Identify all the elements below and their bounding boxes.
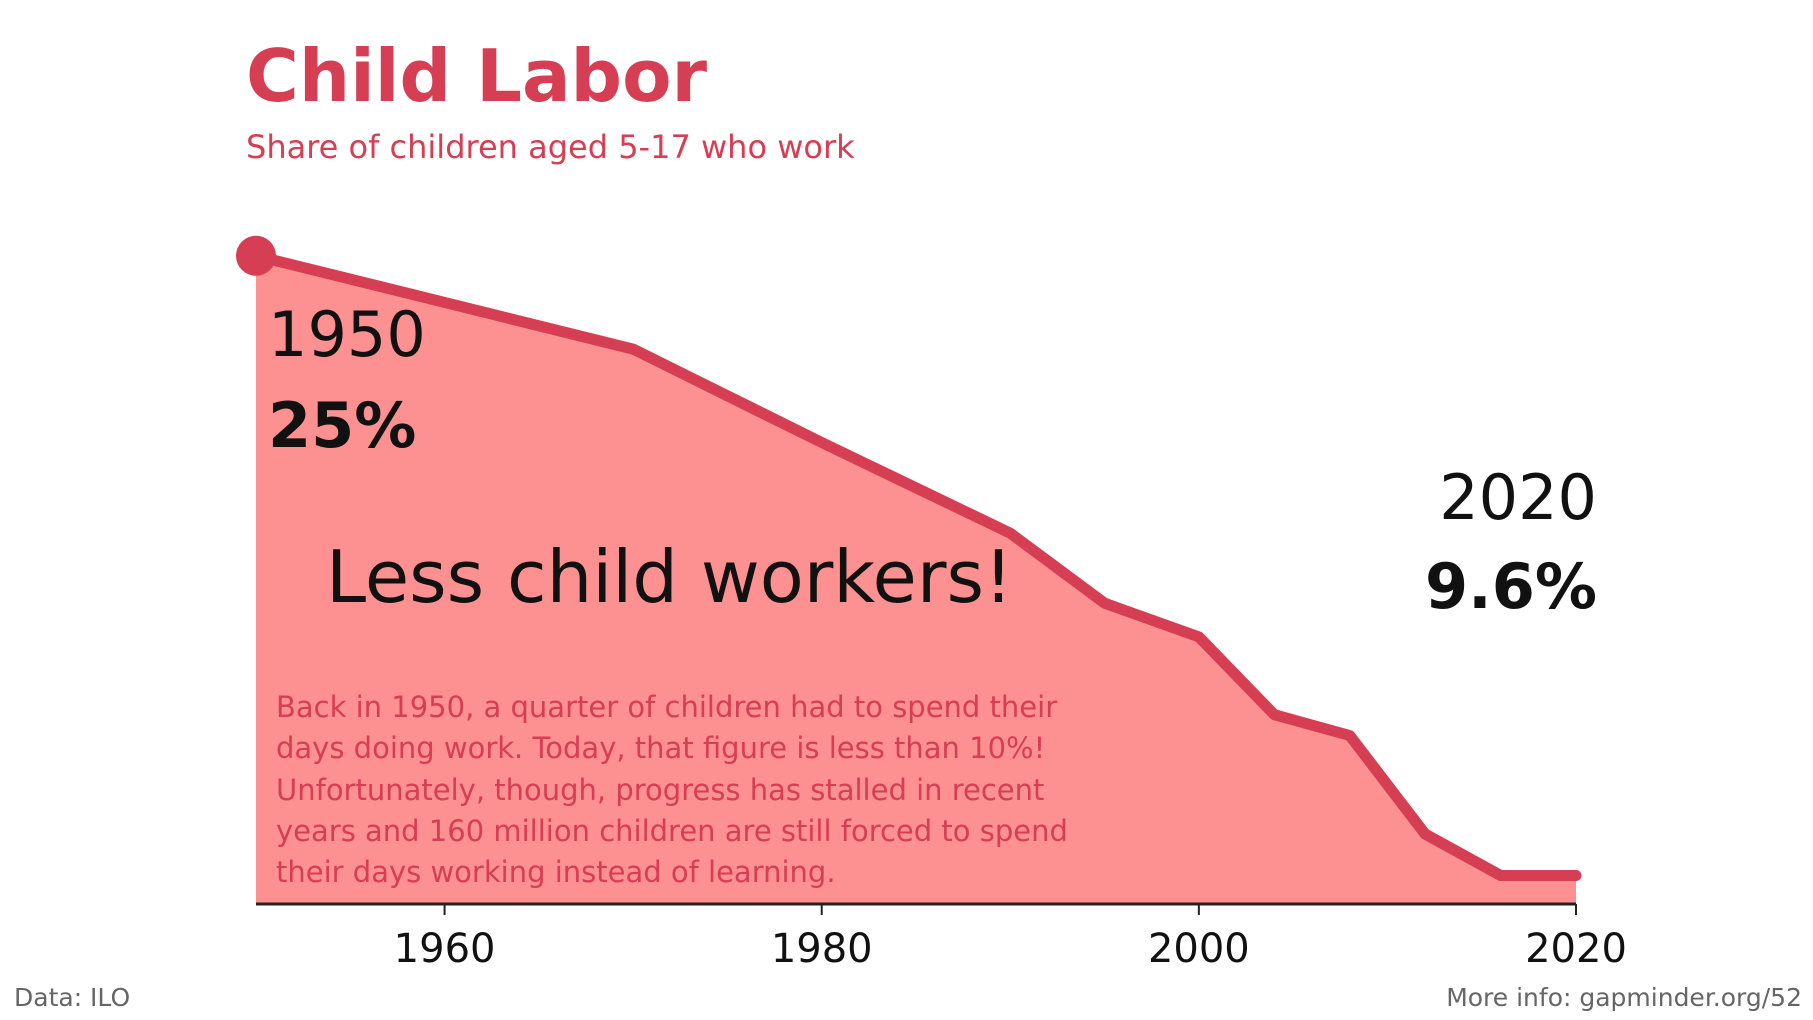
description-line: days doing work. Today, that figure is l… bbox=[276, 731, 1045, 765]
x-tick-label: 1980 bbox=[771, 926, 873, 972]
x-tick-label: 2000 bbox=[1148, 926, 1250, 972]
description-annotation: Back in 1950, a quarter of children had … bbox=[276, 690, 1068, 889]
description-line: Back in 1950, a quarter of children had … bbox=[276, 690, 1057, 724]
headline-annotation: Less child workers! bbox=[326, 535, 1013, 619]
chart-subtitle: Share of children aged 5-17 who work bbox=[246, 128, 855, 166]
start-year-label: 1950 bbox=[268, 298, 426, 371]
area-fill bbox=[256, 255, 1576, 905]
trend-line bbox=[250, 250, 1582, 881]
start-point-marker bbox=[236, 235, 276, 276]
chart-title: Child Labor bbox=[246, 34, 708, 118]
more-info-note: More info: gapminder.org/52 bbox=[1446, 983, 1802, 1012]
description-line: their days working instead of learning. bbox=[276, 855, 836, 889]
x-tick-label: 1960 bbox=[394, 926, 496, 972]
source-note: Data: ILO bbox=[14, 983, 130, 1012]
x-axis-ticks: 1960 1980 2000 2020 bbox=[394, 904, 1627, 972]
end-value-label: 9.6% bbox=[1425, 550, 1597, 623]
start-value-label: 25% bbox=[268, 389, 416, 462]
description-line: years and 160 million children are still… bbox=[276, 814, 1068, 848]
description-line: Unfortunately, though, progress has stal… bbox=[276, 773, 1044, 807]
end-year-label: 2020 bbox=[1439, 461, 1597, 534]
x-tick-label: 2020 bbox=[1525, 926, 1627, 972]
